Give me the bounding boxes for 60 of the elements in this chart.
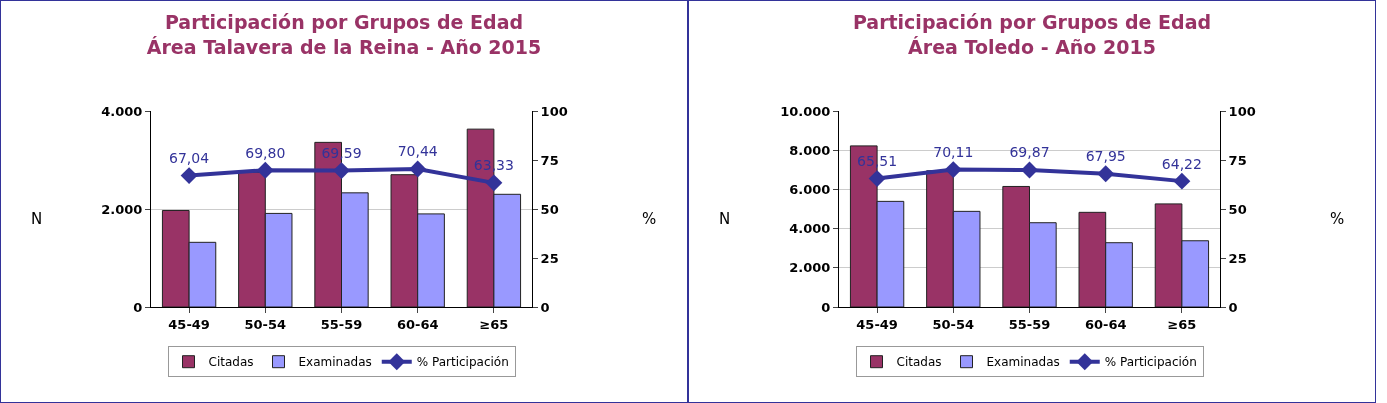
y-tick-label: 8.000: [789, 142, 831, 158]
data-label: 67,04: [169, 149, 210, 166]
chart-title: Participación por Grupos de Edad Área Talavera de la Reina - Año 2015: [146, 11, 542, 58]
x-tick-label: 50-54: [932, 316, 975, 332]
point: [1097, 165, 1115, 183]
y2-tick-label: 50: [1228, 201, 1247, 217]
y2-tick-label: 0: [1228, 299, 1238, 315]
x-tick-label: 45-49: [168, 316, 210, 332]
legend-label: Examinadas: [986, 355, 1060, 370]
legend-label: % Participación: [416, 355, 509, 370]
point: [409, 160, 427, 178]
x-tick-label: 60-64: [396, 316, 439, 332]
data-label: 69,80: [245, 144, 286, 161]
y2-tick-label: 25: [1228, 250, 1247, 266]
point: [868, 170, 886, 188]
x-tick-label: 50-54: [244, 316, 287, 332]
y2-tick-label: 0: [540, 299, 550, 315]
point: [180, 167, 198, 185]
point: [485, 174, 503, 192]
x-tick-label: 55-59: [320, 316, 363, 332]
y-tick-label: 0: [821, 299, 831, 315]
y-axis-title: N: [31, 210, 43, 228]
y-tick-label: 10.000: [780, 103, 831, 119]
x-tick-label: 60-64: [1084, 316, 1127, 332]
x-tick-label: ≥65: [1167, 316, 1197, 332]
data-label: 69,87: [1009, 144, 1050, 161]
y2-axis-title: %: [1330, 210, 1345, 228]
y-tick-label: 2.000: [789, 260, 831, 276]
y-tick-label: 6.000: [789, 181, 831, 197]
point: [256, 161, 274, 179]
y2-tick-label: 50: [540, 201, 559, 217]
y2-tick-label: 75: [540, 152, 559, 168]
y-axis-title: N: [719, 210, 731, 228]
chart-title: Participación por Grupos de Edad Área Toledo - Año 2015: [852, 11, 1212, 58]
point: [1173, 172, 1191, 190]
point: [944, 161, 962, 179]
legend-label: Citadas: [208, 355, 254, 370]
x-tick-label: 55-59: [1008, 316, 1051, 332]
legend-label: Examinadas: [298, 355, 372, 370]
point: [333, 162, 350, 180]
y2-tick-label: 100: [540, 103, 568, 119]
legend-label: Citadas: [896, 355, 942, 370]
data-label: 69,59: [321, 144, 362, 161]
x-tick-label: ≥65: [479, 316, 509, 332]
data-label: 67,95: [1085, 148, 1126, 165]
x-tick-label: 45-49: [856, 316, 898, 332]
legend-label: % Participación: [1104, 355, 1197, 370]
y2-tick-label: 75: [1228, 152, 1247, 168]
y-tick-label: 4.000: [789, 221, 831, 237]
data-label: 70,11: [933, 143, 974, 160]
point: [1021, 161, 1038, 179]
y2-tick-label: 25: [540, 250, 559, 266]
y-tick-label: 4.000: [101, 103, 143, 119]
y2-tick-label: 100: [1228, 103, 1256, 119]
y2-axis-title: %: [642, 210, 657, 228]
y-tick-label: 0: [133, 299, 143, 315]
y-tick-label: 2.000: [101, 201, 143, 217]
data-label: 70,44: [397, 143, 438, 160]
data-label: 63,33: [473, 157, 514, 174]
data-label: 64,22: [1161, 155, 1202, 172]
